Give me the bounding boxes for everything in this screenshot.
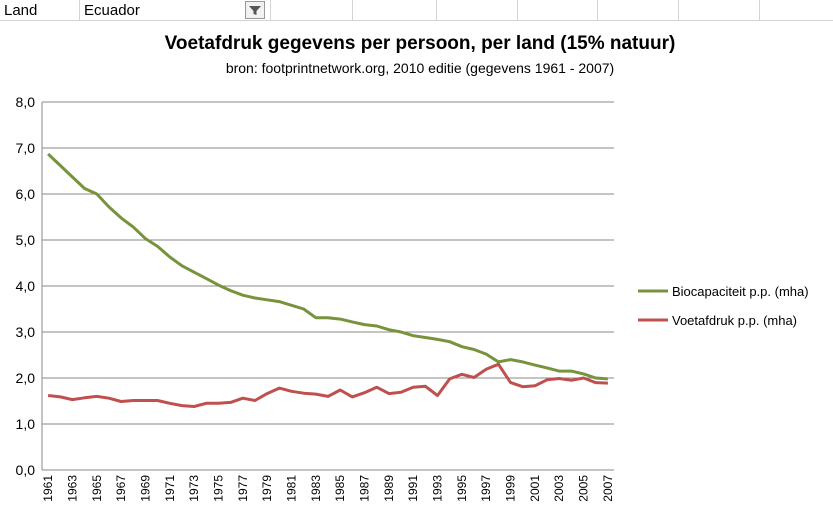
y-tick-label: 0,0	[16, 462, 36, 478]
x-tick-label: 1969	[138, 475, 152, 502]
x-tick-label: 1971	[163, 475, 177, 502]
y-tick-label: 2,0	[16, 370, 36, 386]
x-tick-label: 1981	[284, 475, 298, 502]
x-tick-label: 1967	[114, 475, 128, 502]
y-tick-label: 1,0	[16, 416, 36, 432]
y-tick-label: 3,0	[16, 324, 36, 340]
x-tick-label: 1979	[260, 475, 274, 502]
x-tick-label: 1999	[504, 475, 518, 502]
x-tick-label: 1995	[455, 475, 469, 502]
filter-button[interactable]	[245, 1, 265, 19]
x-tick-label: 1991	[406, 475, 420, 502]
filter-value: Ecuador	[84, 2, 140, 19]
y-tick-label: 6,0	[16, 186, 36, 202]
y-tick-label: 5,0	[16, 232, 36, 248]
x-tick-label: 1963	[65, 475, 79, 502]
series-line	[47, 152, 609, 381]
sheet-row	[0, 0, 833, 20]
legend-label: Biocapaciteit p.p. (mha)	[672, 284, 809, 299]
x-tick-label: 1987	[358, 475, 372, 502]
x-tick-label: 2001	[528, 475, 542, 502]
x-tick-label: 1965	[90, 475, 104, 502]
y-tick-label: 7,0	[16, 140, 36, 156]
x-tick-label: 2005	[577, 475, 591, 502]
x-tick-label: 1961	[41, 475, 55, 502]
chart-title: Voetafdruk gegevens per persoon, per lan…	[165, 33, 676, 54]
legend-label: Voetafdruk p.p. (mha)	[672, 313, 797, 328]
filter-label: Land	[4, 2, 37, 19]
y-tick-label: 8,0	[16, 94, 36, 110]
x-tick-label: 1983	[309, 475, 323, 502]
y-tick-label: 4,0	[16, 278, 36, 294]
x-tick-label: 1989	[382, 475, 396, 502]
x-tick-label: 1997	[479, 475, 493, 502]
x-tick-label: 2007	[601, 475, 615, 502]
x-tick-label: 1975	[211, 475, 225, 502]
x-tick-label: 2003	[552, 475, 566, 502]
x-tick-label: 1985	[333, 475, 347, 502]
series-line	[47, 362, 608, 408]
x-tick-label: 1973	[187, 475, 201, 502]
chart-subtitle: bron: footprintnetwork.org, 2010 editie …	[226, 60, 614, 76]
x-tick-label: 1977	[236, 475, 250, 502]
x-tick-label: 1993	[431, 475, 445, 502]
sheet-grid	[0, 0, 833, 21]
